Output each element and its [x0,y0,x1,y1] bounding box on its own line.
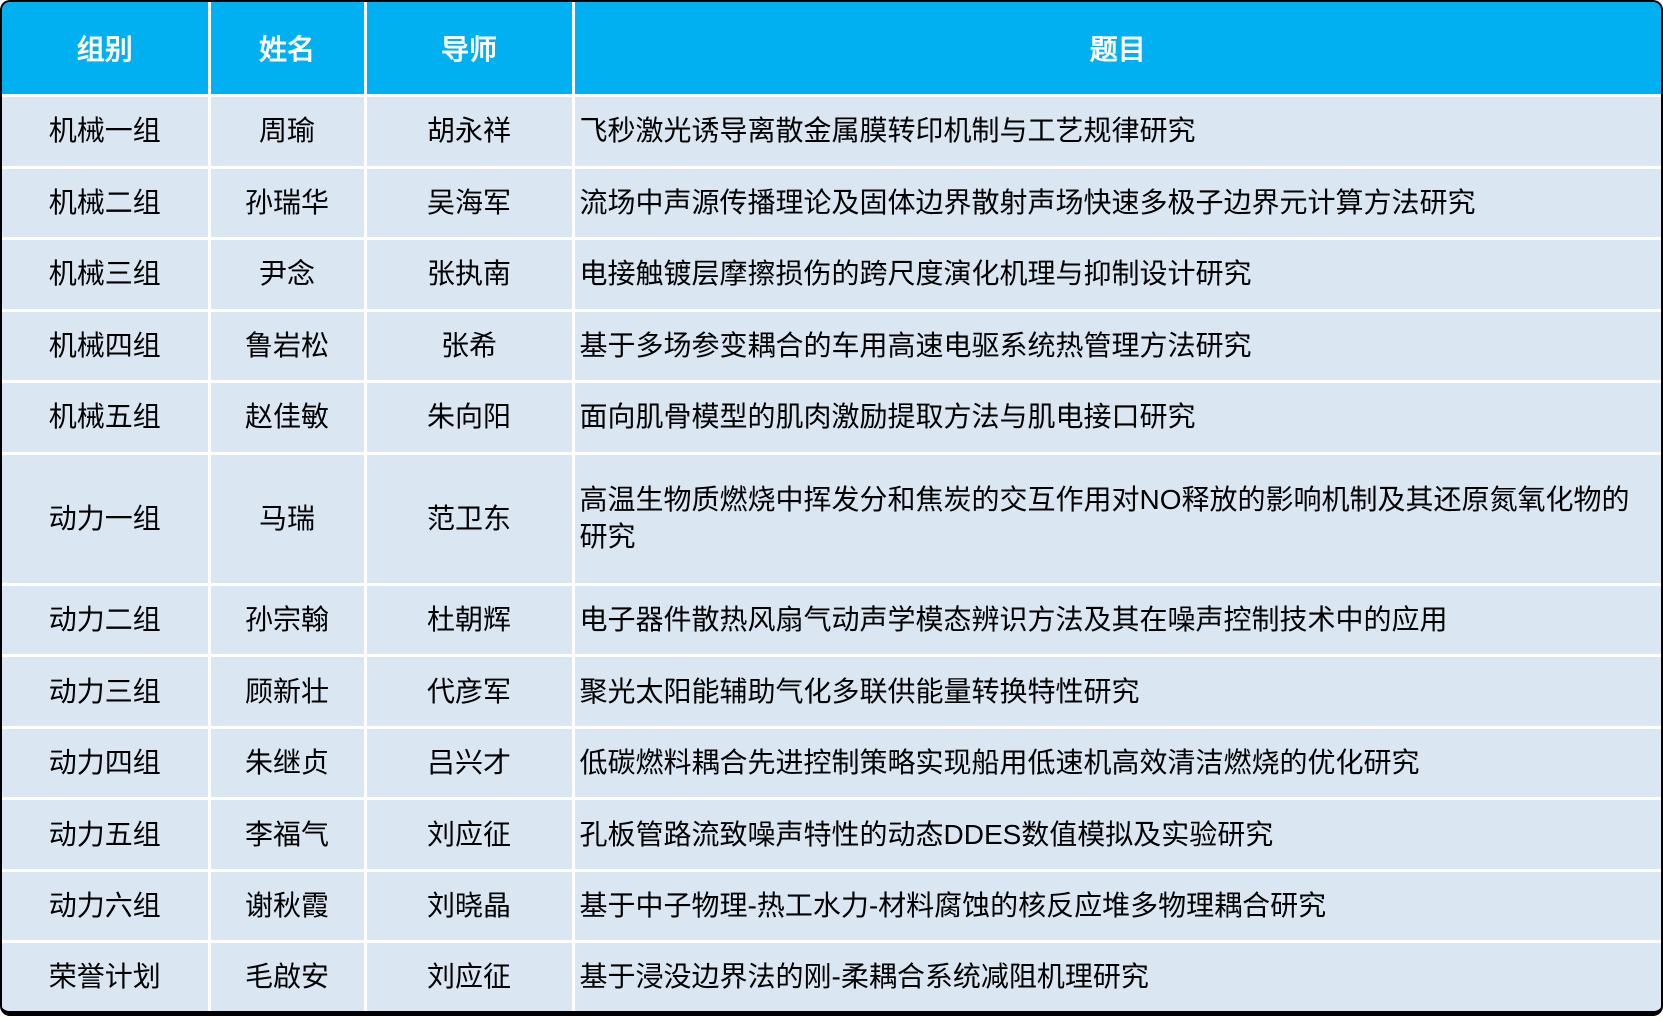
cell-group: 动力四组 [2,725,211,801]
table-header: 组别 姓名 导师 题目 [2,2,1661,97]
cell-group: 动力六组 [2,868,211,944]
cell-name: 马瑞 [207,451,367,586]
column-header-title: 题目 [571,2,1661,97]
cell-name: 赵佳敏 [207,380,367,455]
cell-title: 基于多场参变耦合的车用高速电驱系统热管理方法研究 [571,308,1661,383]
cell-advisor: 刘应征 [363,797,575,872]
cell-title: 孔板管路流致噪声特性的动态DDES数值模拟及实验研究 [571,797,1661,872]
cell-name: 朱继贞 [207,725,367,801]
cell-group: 荣誉计划 [2,940,211,1011]
cell-title: 电子器件散热风扇气动声学模态辨识方法及其在噪声控制技术中的应用 [571,582,1661,658]
cell-title: 飞秒激光诱导离散金属膜转印机制与工艺规律研究 [571,94,1661,169]
table-row: 机械一组 周瑜 胡永祥 飞秒激光诱导离散金属膜转印机制与工艺规律研究 [2,94,1661,169]
cell-title: 低碳燃料耦合先进控制策略实现船用低速机高效清洁燃烧的优化研究 [571,725,1661,801]
cell-advisor: 范卫东 [363,451,575,586]
cell-title: 高温生物质燃烧中挥发分和焦炭的交互作用对NO释放的影响机制及其还原氮氧化物的研究 [571,451,1661,586]
cell-group: 动力五组 [2,797,211,872]
column-header-group: 组别 [2,2,211,97]
cell-group: 机械一组 [2,94,211,169]
cell-advisor: 刘应征 [363,940,575,1011]
table-row: 荣誉计划 毛啟安 刘应征 基于浸没边界法的刚-柔耦合系统减阻机理研究 [2,940,1661,1011]
cell-name: 周瑜 [207,94,367,169]
table-row: 机械二组 孙瑞华 吴海军 流场中声源传播理论及固体边界散射声场快速多极子边界元计… [2,165,1661,240]
cell-advisor: 张希 [363,308,575,383]
header-row: 组别 姓名 导师 题目 [2,2,1661,97]
cell-group: 动力一组 [2,451,211,586]
cell-name: 顾新壮 [207,654,367,729]
cell-advisor: 刘晓晶 [363,868,575,944]
cell-title: 流场中声源传播理论及固体边界散射声场快速多极子边界元计算方法研究 [571,165,1661,240]
table-row: 动力三组 顾新壮 代彦军 聚光太阳能辅助气化多联供能量转换特性研究 [2,654,1661,729]
table-row: 机械四组 鲁岩松 张希 基于多场参变耦合的车用高速电驱系统热管理方法研究 [2,308,1661,383]
cell-group: 机械二组 [2,165,211,240]
cell-advisor: 胡永祥 [363,94,575,169]
cell-name: 毛啟安 [207,940,367,1011]
cell-group: 机械五组 [2,380,211,455]
cell-name: 尹念 [207,237,367,312]
cell-advisor: 吴海军 [363,165,575,240]
table-row: 动力五组 李福气 刘应征 孔板管路流致噪声特性的动态DDES数值模拟及实验研究 [2,797,1661,872]
table-row: 动力四组 朱继贞 吕兴才 低碳燃料耦合先进控制策略实现船用低速机高效清洁燃烧的优… [2,725,1661,801]
cell-group: 机械四组 [2,308,211,383]
cell-name: 李福气 [207,797,367,872]
cell-advisor: 张执南 [363,237,575,312]
cell-name: 谢秋霞 [207,868,367,944]
table-row: 动力一组 马瑞 范卫东 高温生物质燃烧中挥发分和焦炭的交互作用对NO释放的影响机… [2,451,1661,586]
cell-group: 动力三组 [2,654,211,729]
cell-title: 基于浸没边界法的刚-柔耦合系统减阻机理研究 [571,940,1661,1011]
table-row: 机械五组 赵佳敏 朱向阳 面向肌骨模型的肌肉激励提取方法与肌电接口研究 [2,380,1661,455]
cell-group: 机械三组 [2,237,211,312]
cell-advisor: 朱向阳 [363,380,575,455]
table-body: 机械一组 周瑜 胡永祥 飞秒激光诱导离散金属膜转印机制与工艺规律研究 机械二组 … [2,94,1661,1011]
cell-advisor: 杜朝辉 [363,582,575,658]
cell-title: 面向肌骨模型的肌肉激励提取方法与肌电接口研究 [571,380,1661,455]
table-row: 动力二组 孙宗翰 杜朝辉 电子器件散热风扇气动声学模态辨识方法及其在噪声控制技术… [2,582,1661,658]
column-header-advisor: 导师 [363,2,575,97]
table-row: 机械三组 尹念 张执南 电接触镀层摩擦损伤的跨尺度演化机理与抑制设计研究 [2,237,1661,312]
cell-advisor: 代彦军 [363,654,575,729]
cell-name: 孙宗翰 [207,582,367,658]
cell-advisor: 吕兴才 [363,725,575,801]
cell-name: 孙瑞华 [207,165,367,240]
cell-name: 鲁岩松 [207,308,367,383]
column-header-name: 姓名 [207,2,367,97]
cell-title: 电接触镀层摩擦损伤的跨尺度演化机理与抑制设计研究 [571,237,1661,312]
cell-title: 聚光太阳能辅助气化多联供能量转换特性研究 [571,654,1661,729]
cell-title: 基于中子物理-热工水力-材料腐蚀的核反应堆多物理耦合研究 [571,868,1661,944]
cell-group: 动力二组 [2,582,211,658]
table-row: 动力六组 谢秋霞 刘晓晶 基于中子物理-热工水力-材料腐蚀的核反应堆多物理耦合研… [2,868,1661,944]
